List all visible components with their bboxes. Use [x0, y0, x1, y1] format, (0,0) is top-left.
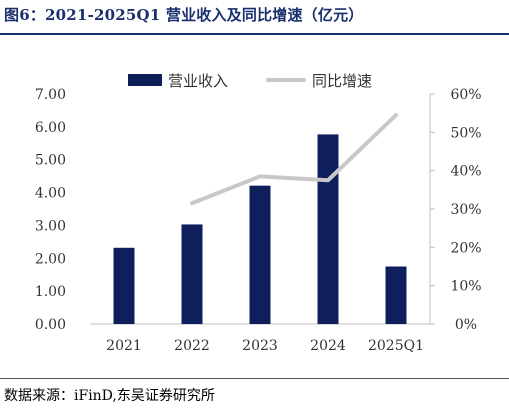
legend-bar-label: 营业收入: [168, 72, 228, 90]
figure-title: 图6：2021-2025Q1 营业收入及同比增速（亿元）: [4, 6, 364, 24]
title-divider: [0, 33, 509, 35]
right-tick-label: 0%: [455, 317, 477, 333]
left-tick-label: 3.00: [35, 218, 66, 234]
x-tick-label: 2024: [310, 338, 346, 354]
revenue-bar-2022: [181, 224, 203, 324]
growth-line: [190, 113, 398, 206]
legend-bar-swatch: [128, 74, 162, 86]
left-tick-label: 2.00: [35, 251, 66, 267]
revenue-bar-2023: [249, 185, 271, 324]
legend: 营业收入 同比增速: [128, 72, 372, 90]
right-tick-label: 50%: [450, 125, 481, 141]
right-tick-label: 40%: [450, 164, 481, 180]
legend-line-label: 同比增速: [312, 72, 372, 90]
growth-line-path: [190, 113, 398, 206]
source-note: 数据来源：iFinD,东吴证券研究所: [4, 388, 215, 404]
right-tick-label: 60%: [450, 87, 481, 103]
x-tick-label: 2025Q1: [368, 338, 424, 354]
left-tick-label: 1.00: [35, 284, 66, 300]
revenue-bar-2024: [317, 134, 339, 324]
x-tick-label: 2022: [174, 338, 210, 354]
left-tick-label: 0.00: [35, 317, 66, 333]
left-tick-label: 6.00: [35, 120, 66, 136]
left-tick-label: 5.00: [35, 153, 66, 169]
left-tick-label: 4.00: [35, 186, 66, 202]
revenue-bars: [113, 134, 407, 324]
revenue-growth-chart: 营业收入 同比增速 0.00 1.00 2.00 3.00 4.00 5.00 6.00 7.0…: [35, 72, 482, 354]
source-divider: [0, 378, 509, 379]
x-tick-label: 2021: [106, 338, 142, 354]
left-tick-label: 7.00: [35, 87, 66, 103]
x-tick-label: 2023: [242, 338, 278, 354]
revenue-bar-2025Q1: [385, 266, 407, 324]
right-tick-label: 30%: [450, 202, 481, 218]
right-tick-label: 10%: [450, 279, 481, 295]
left-axis-ticks: 0.00 1.00 2.00 3.00 4.00 5.00 6.00 7.00: [35, 87, 66, 333]
right-tick-label: 20%: [450, 240, 481, 256]
x-axis-ticks: 2021 2022 2023 2024 2025Q1: [106, 338, 424, 354]
right-axis-ticks: 0% 10% 20% 30% 40% 50% 60%: [450, 87, 481, 333]
revenue-bar-2021: [113, 247, 135, 324]
